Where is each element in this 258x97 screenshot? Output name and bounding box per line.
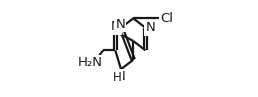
Text: N: N: [116, 70, 126, 83]
Text: Cl: Cl: [160, 12, 173, 25]
Text: N: N: [111, 20, 121, 33]
Text: N: N: [146, 21, 155, 34]
Text: N: N: [115, 18, 125, 31]
Text: H₂N: H₂N: [78, 56, 103, 69]
Text: H: H: [113, 71, 122, 84]
